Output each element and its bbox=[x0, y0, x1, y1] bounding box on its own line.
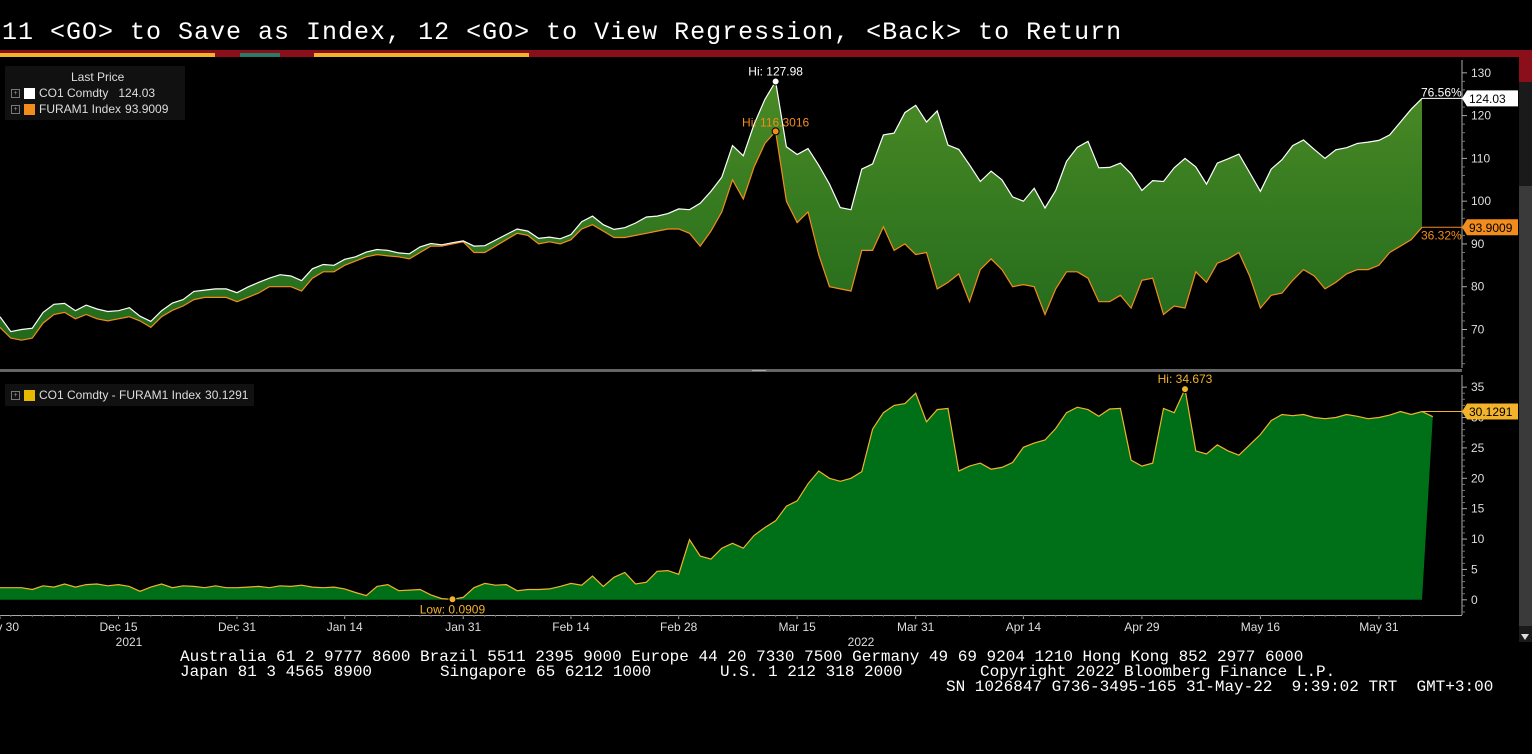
last-value-tag-fura-text: 93.9009 bbox=[1469, 221, 1513, 235]
legend-item-brent[interactable]: + CO1 Comdty 124.03 bbox=[11, 85, 179, 101]
x-tick-label: Jan 14 bbox=[327, 620, 363, 634]
series-swatch bbox=[24, 103, 35, 115]
pct-change-fura: 36.32% bbox=[1421, 228, 1462, 242]
scrollbar-top-cap bbox=[1519, 57, 1532, 82]
x-tick-label: Mar 15 bbox=[779, 620, 817, 634]
x-tick-label: Jan 31 bbox=[445, 620, 481, 634]
year-label-2021: 2021 bbox=[116, 635, 143, 648]
command-bar-segment bbox=[314, 53, 529, 57]
x-tick-label: Feb 14 bbox=[552, 620, 590, 634]
high-marker-fura bbox=[771, 127, 780, 136]
y-tick-label-top: 90 bbox=[1471, 237, 1485, 251]
last-value-tag-spread-text: 30.1291 bbox=[1469, 405, 1513, 419]
legend-item-value: 93.9009 bbox=[125, 102, 169, 116]
x-tick-label: May 16 bbox=[1241, 620, 1281, 634]
y-tick-label-bottom: 35 bbox=[1471, 380, 1485, 394]
scrollbar-thumb bbox=[1519, 186, 1532, 626]
expand-icon[interactable]: + bbox=[11, 104, 20, 114]
y-tick-label-top: 110 bbox=[1471, 151, 1490, 165]
series-line-fura bbox=[0, 130, 1423, 341]
x-tick-label: Dec 15 bbox=[99, 620, 137, 634]
spread-area bbox=[0, 389, 1433, 600]
last-value-tag-brent-box bbox=[1462, 90, 1518, 107]
y-tick-label-bottom: 5 bbox=[1471, 562, 1478, 576]
spread-band-area bbox=[0, 81, 1422, 341]
y-tick-label-bottom: 0 bbox=[1471, 593, 1478, 607]
y-tick-label-top: 70 bbox=[1471, 323, 1485, 337]
high-marker-brent bbox=[771, 77, 780, 86]
x-tick-label: Dec 31 bbox=[218, 620, 256, 634]
low-label-spread: Low: 0.0909 bbox=[420, 602, 486, 616]
footer-session-info: SN 1026847 G736-3495-165 31-May-22 9:39:… bbox=[946, 678, 1494, 696]
high-label-spread: Hi: 34.673 bbox=[1158, 372, 1213, 386]
footer-line-1: Australia 61 2 9777 8600 Brazil 5511 239… bbox=[180, 648, 1304, 666]
y-tick-label-bottom: 15 bbox=[1471, 502, 1485, 516]
scroll-down-icon bbox=[1521, 634, 1529, 640]
series-swatch bbox=[24, 389, 35, 401]
y-tick-label-bottom: 20 bbox=[1471, 471, 1485, 485]
series-line-brent bbox=[0, 79, 1423, 333]
command-bar-segment bbox=[0, 53, 215, 57]
footer-contacts: Australia 61 2 9777 8600 Brazil 5511 239… bbox=[0, 648, 1532, 753]
year-label-2022: 2022 bbox=[848, 635, 875, 648]
low-marker-spread bbox=[448, 595, 457, 604]
y-tick-label-bottom: 10 bbox=[1471, 532, 1485, 546]
y-tick-label-bottom: 25 bbox=[1471, 441, 1485, 455]
footer-singapore: Singapore 65 6212 1000 bbox=[440, 663, 652, 681]
legend-title: Last Price bbox=[71, 70, 125, 84]
x-tick-label: Nov 30 bbox=[0, 620, 19, 634]
series-swatch bbox=[24, 87, 35, 99]
expand-icon[interactable]: + bbox=[11, 390, 20, 400]
legend-item-spread[interactable]: + CO1 Comdty - FURAM1 Index 30.1291 bbox=[11, 387, 248, 403]
series-line-spread bbox=[0, 387, 1434, 600]
command-bar-segment bbox=[240, 53, 280, 57]
footer-us: U.S. 1 212 318 2000 bbox=[720, 663, 903, 681]
legend-bottom: + CO1 Comdty - FURAM1 Index 30.1291 bbox=[5, 384, 255, 406]
legend-item-value: 30.1291 bbox=[205, 388, 249, 402]
pct-change-brent: 76.56% bbox=[1421, 85, 1462, 99]
command-bar-strip bbox=[0, 50, 1532, 57]
x-tick-label: Mar 31 bbox=[897, 620, 935, 634]
last-value-tag-brent-text: 124.03 bbox=[1469, 92, 1506, 106]
legend-top: Last Price + CO1 Comdty 124.03 + FURAM1 … bbox=[5, 66, 185, 120]
last-value-tag-spread-box bbox=[1462, 403, 1518, 420]
command-bar-background bbox=[0, 50, 1532, 57]
footer-japan: Japan 81 3 4565 8900 bbox=[180, 663, 373, 681]
high-label-fura: Hi: 116.3016 bbox=[742, 115, 809, 129]
expand-icon[interactable]: + bbox=[11, 88, 20, 98]
x-tick-label: Apr 14 bbox=[1006, 620, 1042, 634]
command-line: 11 <GO> to Save as Index, 12 <GO> to Vie… bbox=[2, 18, 1123, 47]
y-tick-label-top: 80 bbox=[1471, 280, 1485, 294]
x-tick-label: Apr 29 bbox=[1124, 620, 1160, 634]
y-tick-label-top: 130 bbox=[1471, 66, 1491, 80]
y-tick-label-top: 120 bbox=[1471, 109, 1491, 123]
footer-copyright: Copyright 2022 Bloomberg Finance L.P. bbox=[980, 663, 1336, 681]
high-marker-spread bbox=[1181, 385, 1189, 394]
y-tick-label-top: 100 bbox=[1471, 194, 1491, 208]
x-tick-label: Feb 28 bbox=[660, 620, 698, 634]
x-tick-label: May 31 bbox=[1359, 620, 1399, 634]
high-label-brent: Hi: 127.98 bbox=[748, 64, 803, 78]
last-value-tag-fura-box bbox=[1462, 219, 1518, 236]
legend-item-label: FURAM1 Index bbox=[39, 102, 122, 116]
legend-item-fura[interactable]: + FURAM1 Index 93.9009 bbox=[11, 101, 179, 117]
legend-item-label: CO1 Comdty bbox=[39, 86, 109, 100]
legend-item-label: CO1 Comdty - FURAM1 Index bbox=[39, 388, 202, 402]
legend-item-value: 124.03 bbox=[118, 86, 156, 100]
